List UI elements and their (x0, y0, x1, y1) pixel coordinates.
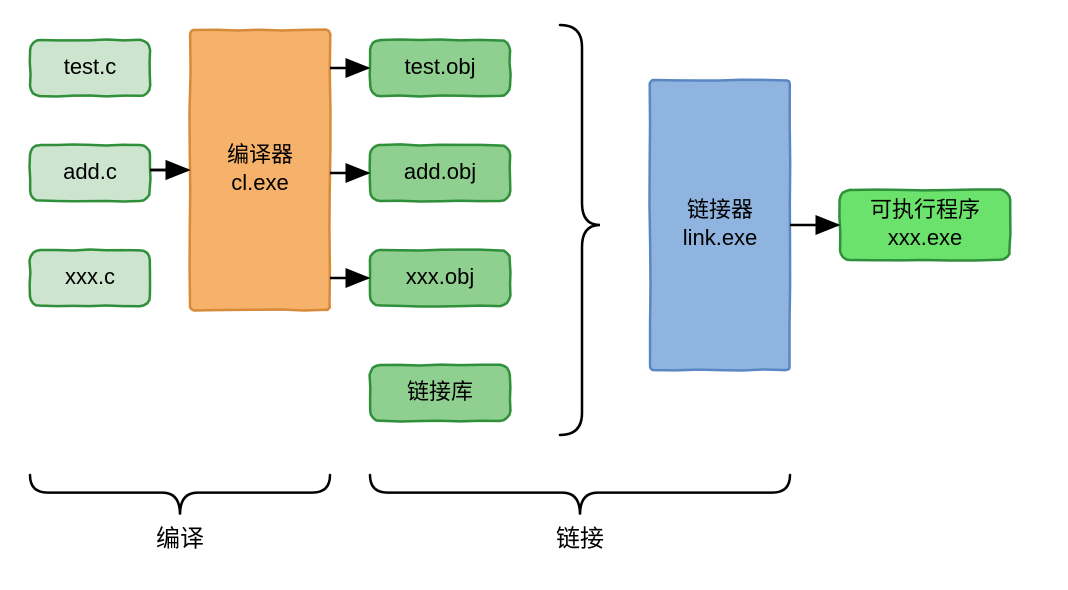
node-compiler-label: cl.exe (231, 170, 288, 195)
node-compiler: 编译器 cl.exe (189, 30, 330, 311)
node-src2: add.c (30, 144, 151, 201)
node-linker: 链接器 link.exe (649, 80, 790, 371)
node-src3: xxx.c (29, 250, 150, 307)
node-src1: test.c (30, 39, 150, 96)
node-linker-label: link.exe (683, 225, 758, 250)
bottom-brace-1 (370, 475, 790, 515)
node-obj2-label: add.obj (404, 159, 476, 184)
node-src2-label: add.c (63, 159, 117, 184)
node-output-label: 可执行程序 (870, 197, 980, 222)
node-obj3: xxx.obj (370, 250, 511, 307)
bottom-brace-0 (30, 475, 330, 515)
node-obj3-label: xxx.obj (406, 264, 474, 289)
node-output-label: xxx.exe (888, 225, 963, 250)
right-brace (560, 25, 600, 435)
node-lib-label: 链接库 (407, 379, 473, 404)
node-src1-label: test.c (64, 54, 117, 79)
node-obj1: test.obj (370, 39, 511, 96)
node-compiler-label: 编译器 (227, 142, 293, 167)
node-lib: 链接库 (370, 365, 511, 422)
bottom-brace-label-0: 编译 (156, 525, 204, 552)
node-obj2: add.obj (370, 144, 511, 201)
compilation-flowchart: test.c add.c xxx.c 编译器 cl.exe test.obj add.obj… (0, 0, 1068, 590)
node-linker-label: 链接器 (687, 197, 753, 222)
bottom-brace-label-1: 链接 (556, 525, 604, 552)
node-output: 可执行程序 xxx.exe (839, 189, 1010, 260)
node-src3-label: xxx.c (65, 264, 115, 289)
node-obj1-label: test.obj (405, 54, 476, 79)
